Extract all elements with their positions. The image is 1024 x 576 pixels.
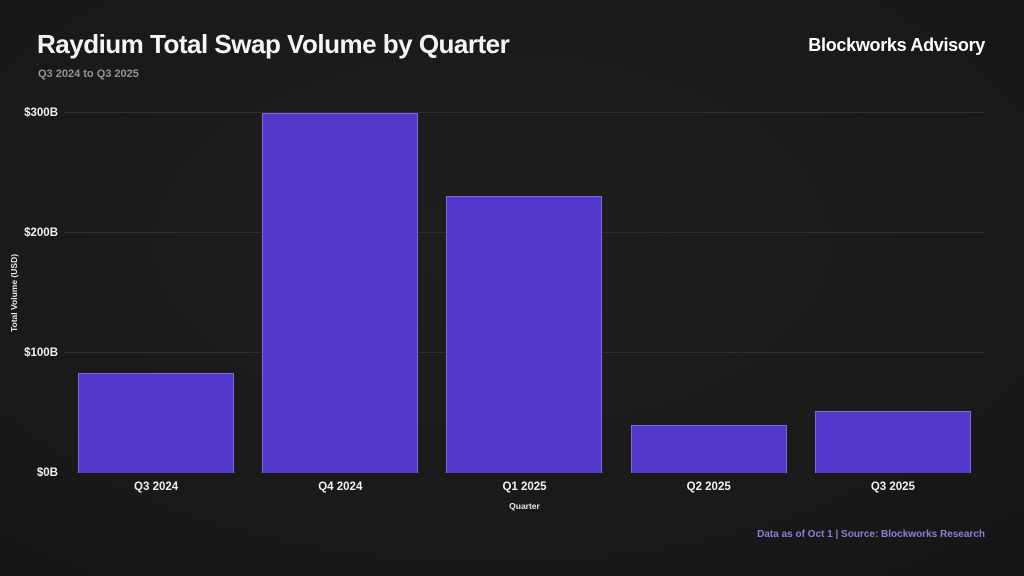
y-tick-label-300: $300B	[24, 107, 58, 119]
x-tick-label-q3-2024: Q3 2024	[134, 481, 179, 493]
bar-q1-2025	[446, 195, 603, 473]
gridline-300	[64, 112, 985, 113]
x-axis-title: Quarter	[509, 501, 540, 511]
x-tick-label-q4-2024: Q4 2024	[318, 481, 363, 493]
y-axis-title: Total Volume (USD)	[9, 253, 19, 333]
page-title: Raydium Total Swap Volume by Quarter	[37, 29, 510, 59]
plot-area	[64, 112, 985, 473]
footer-source-note: Data as of Oct 1 | Source: Blockworks Re…	[757, 529, 985, 540]
bar-q3-2025	[814, 410, 971, 473]
bar-q2-2025	[630, 425, 787, 473]
x-tick-label-q3-2025: Q3 2025	[870, 481, 915, 493]
bar-slot-q3-2025	[801, 113, 985, 473]
x-tick-label-q2-2025: Q2 2025	[686, 481, 731, 493]
bar-slot-q2-2025	[617, 113, 801, 473]
y-tick-label-200: $200B	[24, 227, 58, 239]
bar-q4-2024	[262, 113, 419, 473]
y-tick-label-0: $0B	[36, 467, 58, 479]
bar-slot-q4-2024	[248, 113, 432, 473]
page-subtitle: Q3 2024 to Q3 2025	[38, 68, 139, 80]
bar-slot-q3-2024	[64, 113, 248, 473]
brand-wordmark: Blockworks Advisory	[808, 35, 985, 55]
y-tick-label-100: $100B	[24, 347, 58, 359]
bar-q3-2024	[78, 373, 235, 473]
x-tick-label-q1-2025: Q1 2025	[502, 481, 547, 493]
bar-slot-q1-2025	[432, 113, 616, 473]
